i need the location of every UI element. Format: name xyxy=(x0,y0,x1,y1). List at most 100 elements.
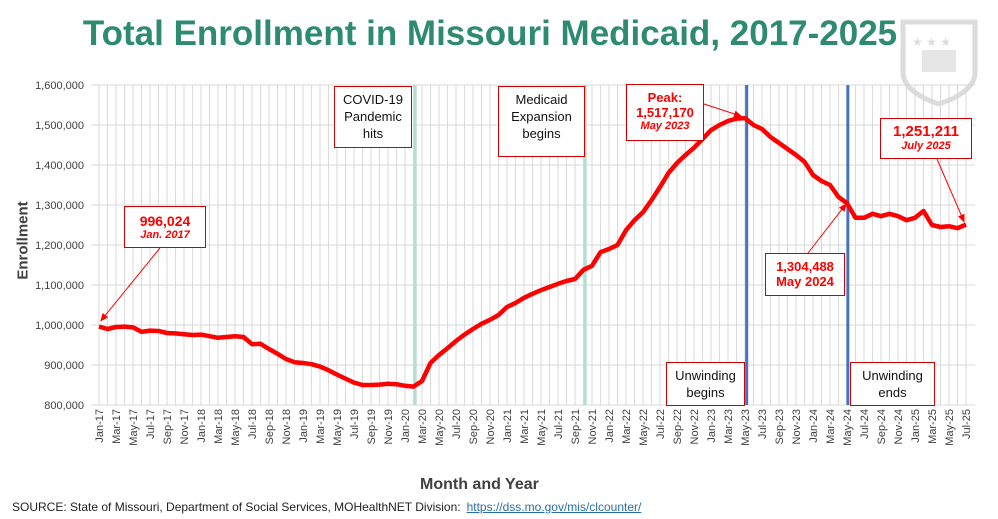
x-tick-label: Nov-19 xyxy=(383,409,395,444)
x-tick-label: Nov-21 xyxy=(587,409,599,444)
y-tick-label: 1,500,000 xyxy=(35,120,84,132)
annotation-line: COVID-19 xyxy=(343,92,403,107)
x-tick-label: May-25 xyxy=(944,409,956,446)
unwinding-ends-annotation: Unwinding ends xyxy=(850,362,935,406)
annotation-line: Pandemic xyxy=(344,109,402,124)
annotation-value: 1,517,170 xyxy=(636,105,694,120)
x-tick-label: Sep-17 xyxy=(162,409,174,444)
x-tick-label: Sep-18 xyxy=(264,409,276,444)
enrollment-line xyxy=(98,115,967,389)
x-tick-label: Jul-19 xyxy=(349,409,361,439)
arrowhead xyxy=(838,203,847,212)
x-tick-label: Nov-18 xyxy=(281,409,293,444)
x-tick-label: Jan-17 xyxy=(94,409,106,443)
annotation-arrow xyxy=(807,203,847,254)
x-tick-label: Jan-22 xyxy=(604,409,616,443)
annotation-date: May 2024 xyxy=(776,274,834,289)
annotation-value: 996,024 xyxy=(139,213,191,229)
x-tick-label: Jul-23 xyxy=(757,409,769,439)
x-tick-label: May-19 xyxy=(332,409,344,446)
x-tick-label: May-18 xyxy=(230,409,242,446)
annotation-line: ends xyxy=(878,385,907,400)
annotation-line: Expansion xyxy=(511,109,572,124)
x-tick-label: Mar-23 xyxy=(723,409,735,444)
annotation-arrow xyxy=(100,247,161,321)
x-tick-label: Sep-22 xyxy=(672,409,684,444)
y-tick-label: 900,000 xyxy=(44,360,84,372)
x-tick-label: Jan-19 xyxy=(298,409,310,443)
x-tick-label: Jan-25 xyxy=(910,409,922,443)
x-tick-label: Jul-17 xyxy=(145,409,157,439)
x-tick-label: Sep-19 xyxy=(366,409,378,444)
annotation-date: May 2023 xyxy=(640,120,690,132)
annotation-line: begins xyxy=(686,385,725,400)
x-tick-label: Jan-21 xyxy=(502,409,514,443)
x-tick-label: Jul-21 xyxy=(553,409,565,439)
annotation-value: 1,304,488 xyxy=(776,259,834,274)
x-tick-label: Sep-20 xyxy=(468,409,480,444)
shield-logo-watermark: ★ ★ ★ xyxy=(900,19,978,107)
annotation-arrow xyxy=(936,158,965,222)
x-tick-label: Mar-20 xyxy=(417,409,429,444)
annotation-value: 1,251,211 xyxy=(893,123,959,140)
annotation-date: July 2025 xyxy=(901,140,951,152)
annotation-line: Unwinding xyxy=(675,368,736,383)
x-tick-label: Jul-22 xyxy=(655,409,667,439)
x-tick-label: Mar-19 xyxy=(315,409,327,444)
x-tick-label: Mar-25 xyxy=(927,409,939,444)
annotation-line: begins xyxy=(522,126,561,141)
annotation-line: Unwinding xyxy=(862,368,923,383)
annotation-date: Jan. 2017 xyxy=(140,229,190,241)
x-tick-label: May-17 xyxy=(128,409,140,446)
x-tick-label: Jul-20 xyxy=(451,409,463,439)
covid-annotation: COVID-19 Pandemic hits xyxy=(334,86,412,148)
x-tick-label: Jul-18 xyxy=(247,409,259,439)
x-tick-label: Nov-23 xyxy=(791,409,803,444)
x-tick-label: May-23 xyxy=(740,409,752,446)
annotation-line: hits xyxy=(362,126,384,141)
x-tick-label: Nov-22 xyxy=(689,409,701,444)
x-tick-label: Nov-24 xyxy=(893,409,905,444)
x-tick-label: Jan-18 xyxy=(196,409,208,443)
arrowhead xyxy=(958,213,965,223)
arrowhead xyxy=(100,313,109,322)
peak-annotation: Peak: 1,517,170 May 2023 xyxy=(626,84,704,141)
x-tick-label: Mar-24 xyxy=(825,409,837,444)
x-tick-label: Mar-17 xyxy=(111,409,123,444)
y-tick-label: 1,100,000 xyxy=(35,280,84,292)
y-tick-label: 800,000 xyxy=(44,400,84,412)
x-tick-label: Jan-24 xyxy=(808,409,820,443)
x-tick-label: Mar-22 xyxy=(621,409,633,444)
y-axis-label: Enrollment xyxy=(14,201,32,280)
annotation-title: Peak: xyxy=(647,90,683,105)
unwinding-end-value-annotation: 1,304,488 May 2024 xyxy=(765,253,845,296)
x-tick-label: May-24 xyxy=(842,409,854,446)
x-tick-label: Jul-25 xyxy=(961,409,973,439)
svg-text:★ ★ ★: ★ ★ ★ xyxy=(912,35,951,49)
x-tick-label: Nov-17 xyxy=(179,409,191,444)
y-tick-label: 1,300,000 xyxy=(35,200,84,212)
x-tick-label: May-20 xyxy=(434,409,446,446)
x-axis-label: Month and Year xyxy=(420,476,539,493)
arrowhead xyxy=(733,110,743,118)
unwinding-begins-annotation: Unwinding begins xyxy=(666,362,745,406)
x-tick-label: Nov-20 xyxy=(485,409,497,444)
source-link[interactable]: https://dss.mo.gov/mis/clcounter/ xyxy=(466,500,642,514)
x-tick-label: Mar-21 xyxy=(519,409,531,444)
x-tick-label: Sep-21 xyxy=(570,409,582,444)
x-tick-label: May-21 xyxy=(536,409,548,446)
y-tick-label: 1,000,000 xyxy=(35,320,84,332)
expansion-annotation: Medicaid Expansion begins xyxy=(498,86,585,157)
x-tick-label: Jul-24 xyxy=(859,409,871,439)
x-tick-label: Jan-20 xyxy=(400,409,412,443)
x-tick-label: May-22 xyxy=(638,409,650,446)
x-tick-label: Mar-18 xyxy=(213,409,225,444)
y-tick-label: 1,200,000 xyxy=(35,240,84,252)
annotation-line: Medicaid xyxy=(515,92,568,107)
x-tick-label: Sep-23 xyxy=(774,409,786,444)
start-value-annotation: 996,024 Jan. 2017 xyxy=(124,206,206,248)
x-tick-label: Sep-24 xyxy=(876,409,888,444)
y-tick-label: 1,400,000 xyxy=(35,160,84,172)
latest-value-annotation: 1,251,211 July 2025 xyxy=(880,118,972,159)
